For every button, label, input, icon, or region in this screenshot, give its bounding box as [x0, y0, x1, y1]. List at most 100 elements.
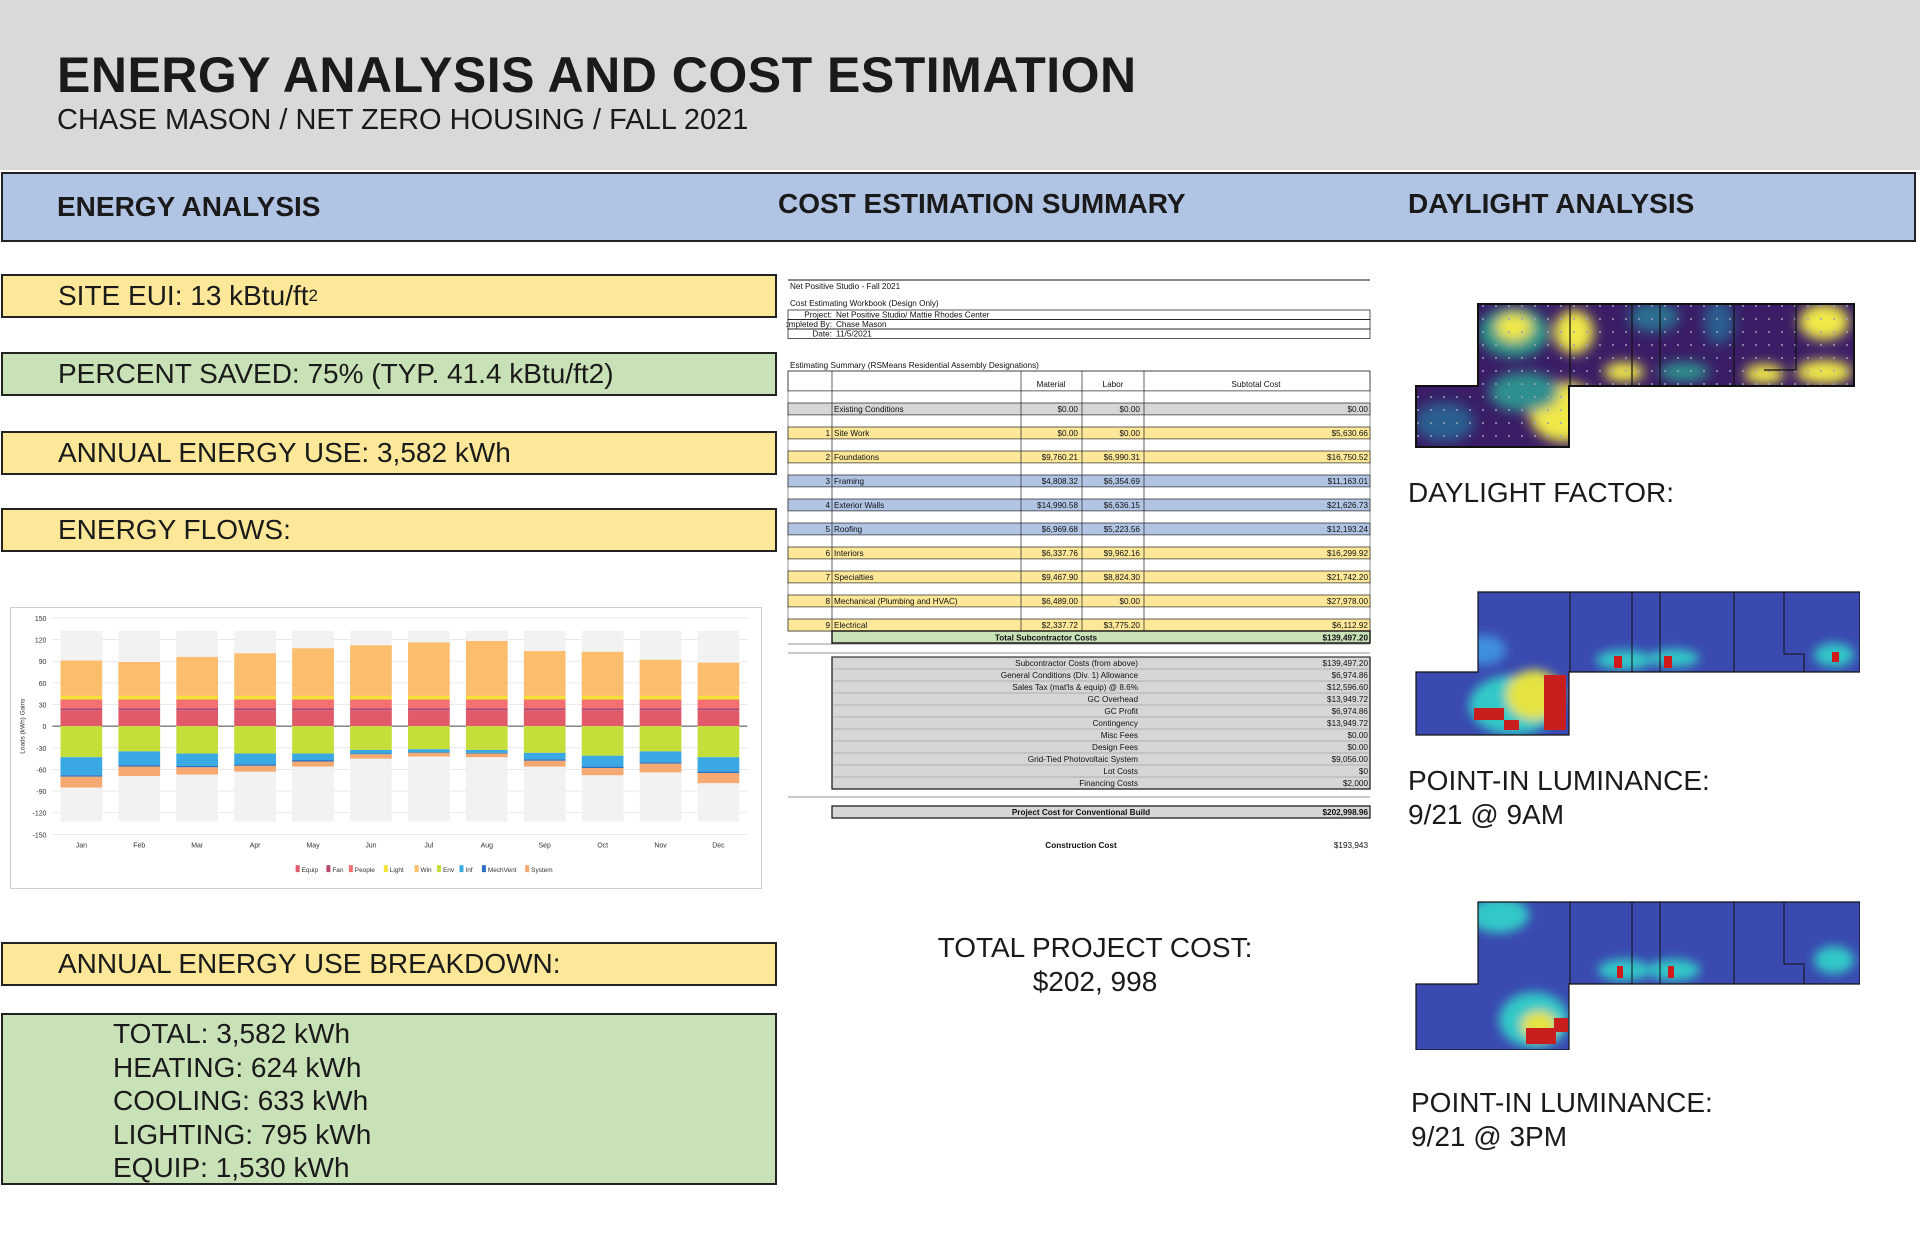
- bar-segment-fan: [118, 708, 161, 711]
- y-tick-label: -120: [33, 811, 47, 818]
- bar-segment-people: [523, 699, 566, 709]
- bar-segment-win: [639, 659, 682, 696]
- total-sub-value: $139,497.20: [1322, 634, 1368, 643]
- legend-entry: System: [531, 867, 552, 874]
- luminance-9am-plan: [1415, 591, 1860, 736]
- bar-segment-fan: [350, 708, 392, 711]
- bar-segment-mechvent: [697, 771, 740, 774]
- bar-segment-win: [581, 651, 624, 696]
- cost-row-number: 5: [825, 525, 830, 534]
- annual-use-box: ANNUAL ENERGY USE: 3,582 kWh: [1, 431, 777, 475]
- cost-row-name: Mechanical (Plumbing and HVAC): [834, 597, 958, 606]
- total-sub-label: Total Subcontractor Costs: [995, 634, 1098, 643]
- legend-entry: Inf: [465, 867, 472, 874]
- x-tick-label: Jun: [365, 842, 376, 849]
- x-tick-label: Jan: [76, 842, 87, 849]
- bar-segment-mechvent: [523, 759, 566, 761]
- cost-row-subtotal: $6,112.92: [1332, 621, 1368, 630]
- info-key: Completed By:: [786, 320, 832, 329]
- bar-segment-people: [176, 699, 219, 709]
- cost-row-labor: $0.00: [1120, 405, 1141, 414]
- legend-entry: Env: [443, 867, 455, 874]
- legend-entry: Win: [421, 867, 433, 874]
- cost-row-material: $6,489.00: [1042, 597, 1079, 606]
- project-cost-label: Project Cost for Conventional Build: [1012, 808, 1150, 817]
- bar-segment-system: [292, 761, 334, 767]
- cost-row-name: Site Work: [834, 429, 870, 438]
- legend-swatch: [459, 865, 464, 873]
- cost-row-subtotal: $16,750.52: [1327, 453, 1368, 462]
- y-axis-label: Loads (kWh) Gains: [20, 699, 27, 754]
- bar-segment-win: [118, 661, 161, 696]
- bar-segment-people: [697, 699, 740, 709]
- bar-segment-system: [118, 766, 161, 776]
- cost-row-number: 4: [825, 501, 830, 510]
- cost-row-labor: $6,636.15: [1104, 501, 1141, 510]
- total-project-cost-label: TOTAL PROJECT COST:: [937, 932, 1253, 963]
- bar-segment-people: [60, 699, 103, 709]
- cost-row-subtotal: $12,193.24: [1327, 525, 1368, 534]
- legend-swatch: [437, 865, 442, 873]
- section-daylight-analysis: DAYLIGHT ANALYSIS: [1408, 188, 1695, 219]
- total-project-cost-value: $202, 998: [1032, 966, 1158, 997]
- daylight-factor-plan: [1415, 303, 1855, 448]
- legend-entry: Equip: [302, 867, 319, 874]
- construction-cost-value: $193,943: [1334, 841, 1369, 850]
- breakdown-label: Design Fees: [1092, 743, 1138, 752]
- breakdown-cooling: COOLING: 633 kWh: [113, 1085, 369, 1116]
- legend-entry: People: [355, 867, 375, 874]
- bar-segment-mechvent: [234, 764, 276, 766]
- energy-flows-chart: 150 120 90 60 30 0 -30 -60 -90 -120 -150 Loads (kWh…: [10, 607, 762, 889]
- bar-segment-light: [60, 695, 103, 700]
- bar-segment-equip: [523, 710, 566, 727]
- cost-row-subtotal: $11,163.01: [1328, 477, 1369, 486]
- bar-segment-fan: [465, 708, 508, 711]
- cost-row-material: $14,990.58: [1037, 501, 1078, 510]
- x-tick-label: Oct: [597, 842, 608, 849]
- breakdown-box: TOTAL: 3,582 kWh HEATING: 624 kWh COOLIN…: [1, 1013, 777, 1185]
- bar-segment-people: [292, 699, 334, 709]
- y-tick-label: -150: [33, 832, 47, 839]
- bar-segment-inf: [234, 753, 276, 765]
- bar-segment-light: [465, 695, 508, 700]
- bar-segment-win: [697, 662, 740, 696]
- bar-segment-light: [292, 695, 334, 700]
- bar-segment-light: [581, 695, 624, 700]
- cost-row-name: Electrical: [834, 621, 867, 630]
- y-tick-label: 120: [35, 638, 47, 645]
- col-subtotal: Subtotal Cost: [1231, 380, 1281, 389]
- y-tick-label: -90: [36, 789, 46, 796]
- y-tick-label: 90: [39, 659, 47, 666]
- project-cost-row: [831, 805, 1371, 819]
- cost-row-subtotal: $0.00: [1348, 405, 1369, 414]
- breakdown-label: Contingency: [1092, 719, 1138, 728]
- col-header-row: [787, 370, 1371, 392]
- cost-row-labor: $5,223.56: [1104, 525, 1141, 534]
- bar-segment-fan: [639, 708, 682, 711]
- breakdown-label: General Conditions (Div. 1) Allowance: [1001, 671, 1139, 680]
- cost-estimate-table: Net Positive Studio - Fall 2021 Cost Esti…: [786, 279, 1371, 850]
- bar-segment-mechvent: [292, 760, 334, 762]
- bar-segment-system: [234, 765, 276, 772]
- y-tick-label: 0: [43, 724, 47, 731]
- info-value: Chase Mason: [836, 320, 887, 329]
- info-key: Date:: [812, 329, 832, 338]
- info-row: [787, 328, 1371, 339]
- legend-swatch: [348, 865, 353, 873]
- bar-segment-env: [60, 726, 103, 758]
- breakdown-equip: EQUIP: 1,530 kWh: [113, 1152, 350, 1183]
- cost-row-labor: $6,990.31: [1104, 453, 1141, 462]
- cost-row-number: 6: [825, 549, 830, 558]
- luminance-3pm-plan: [1415, 901, 1860, 1050]
- bar-segment-fan: [697, 708, 740, 711]
- bar-segment-people: [234, 699, 276, 709]
- bar-segment-system: [697, 773, 740, 784]
- bar-segment-equip: [118, 710, 161, 727]
- cost-row-number: 9: [825, 621, 830, 630]
- bar-segment-win: [523, 651, 566, 696]
- bar-segment-people: [118, 699, 161, 709]
- cost-row-subtotal: $5,630.66: [1332, 429, 1369, 438]
- page-subtitle: CHASE MASON / NET ZERO HOUSING / FALL 20…: [57, 104, 749, 136]
- bar-segment-win: [350, 645, 392, 696]
- bar-segment-system: [350, 754, 392, 759]
